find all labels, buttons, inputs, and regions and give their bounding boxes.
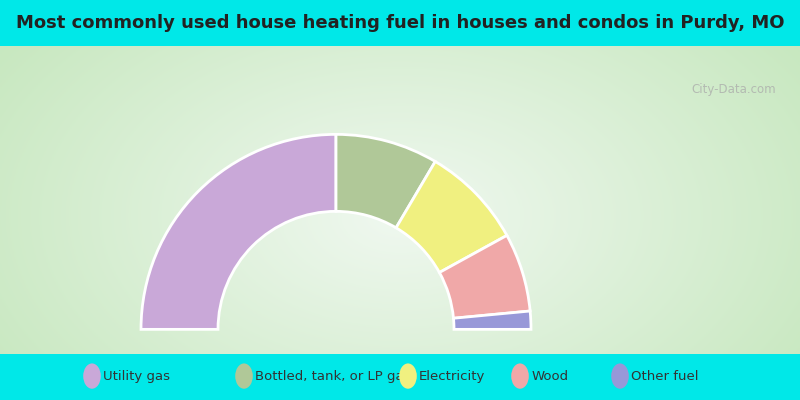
Wedge shape — [439, 236, 530, 318]
Ellipse shape — [235, 364, 253, 389]
Wedge shape — [396, 162, 507, 272]
Wedge shape — [454, 311, 531, 329]
Text: Most commonly used house heating fuel in houses and condos in Purdy, MO: Most commonly used house heating fuel in… — [16, 14, 784, 32]
Text: Utility gas: Utility gas — [103, 370, 170, 382]
Text: Electricity: Electricity — [419, 370, 486, 382]
Text: Bottled, tank, or LP gas: Bottled, tank, or LP gas — [255, 370, 410, 382]
Ellipse shape — [83, 364, 101, 389]
Ellipse shape — [611, 364, 629, 389]
Text: City-Data.com: City-Data.com — [691, 83, 776, 96]
Ellipse shape — [511, 364, 529, 389]
Text: Other fuel: Other fuel — [631, 370, 698, 382]
Wedge shape — [336, 134, 435, 228]
Text: Wood: Wood — [531, 370, 568, 382]
Ellipse shape — [399, 364, 417, 389]
Wedge shape — [141, 134, 336, 329]
